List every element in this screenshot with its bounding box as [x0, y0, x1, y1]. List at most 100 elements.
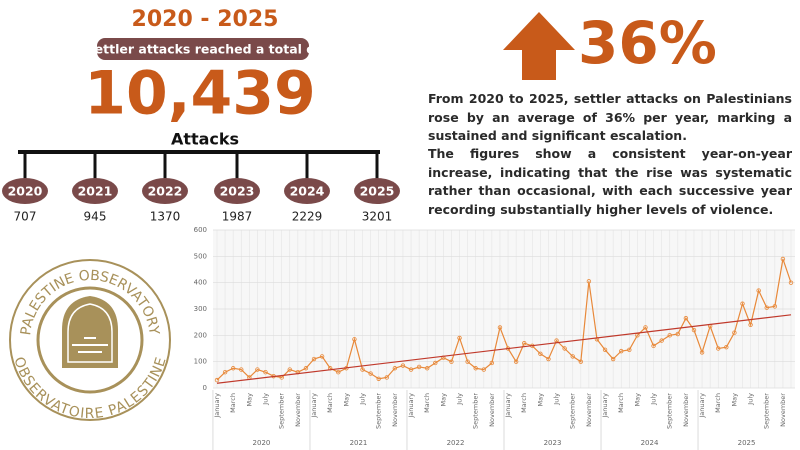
data-point [287, 367, 292, 372]
x-tick-label: May [342, 393, 350, 407]
x-tick-label: July [650, 393, 658, 406]
data-point [319, 354, 325, 359]
data-point [433, 360, 438, 366]
data-point [732, 330, 737, 335]
logo-script [72, 337, 108, 353]
data-point [311, 356, 317, 362]
x-tick-label: July [747, 393, 755, 406]
data-point [457, 335, 462, 341]
data-point [473, 366, 478, 371]
year-value: 2229 [292, 210, 323, 224]
up-arrow [503, 12, 575, 80]
group-label: 2025 [738, 439, 756, 447]
year-label: 2024 [290, 184, 325, 199]
y-tick-label: 500 [194, 252, 207, 260]
subtitle: Settler attacks reached a total of [86, 42, 321, 57]
x-tick-label: March [617, 393, 625, 413]
data-point [667, 333, 672, 338]
x-tick-label: November [391, 393, 399, 427]
x-tick-label: July [553, 393, 561, 406]
x-tick-label: September [569, 393, 577, 429]
data-point [214, 377, 220, 383]
x-tick-label: July [262, 393, 270, 406]
data-point [772, 304, 778, 309]
group-label: 2020 [253, 439, 271, 447]
data-point [691, 327, 697, 333]
data-point [255, 367, 260, 372]
data-point [239, 367, 244, 372]
group-label: 2021 [350, 439, 368, 447]
y-tick-label: 0 [203, 384, 207, 392]
data-point [416, 364, 422, 370]
data-point [360, 367, 365, 372]
x-tick-label: November [585, 393, 593, 427]
x-tick-label: May [730, 393, 738, 407]
x-tick-label: September [666, 393, 674, 429]
x-tick-label: May [439, 393, 447, 407]
x-tick-label: March [714, 393, 722, 413]
x-tick-label: November [294, 393, 302, 427]
year-label: 2021 [78, 184, 113, 199]
data-point [764, 305, 769, 310]
data-point [230, 366, 236, 371]
data-point [368, 371, 373, 376]
paragraph: The figures show a consistent year-on-ye… [428, 146, 792, 217]
data-point [400, 363, 406, 368]
trend-line [216, 314, 792, 384]
data-point [392, 366, 398, 371]
data-point [481, 367, 486, 372]
y-tick-label: 400 [194, 279, 207, 287]
data-point [303, 366, 309, 371]
group-label: 2024 [641, 439, 659, 447]
total: 10,439 [84, 59, 316, 129]
data-point [538, 351, 543, 356]
year-pill [214, 178, 260, 204]
year-pill [354, 178, 400, 204]
year-value: 1370 [150, 210, 181, 224]
data-point [627, 347, 632, 353]
year-label: 2020 [8, 184, 43, 199]
data-point [352, 337, 357, 342]
y-tick-label: 600 [194, 226, 207, 234]
data-point [683, 316, 689, 321]
data-point [449, 359, 454, 364]
x-tick-label: November [682, 393, 690, 427]
x-tick-label: January [698, 393, 706, 419]
x-tick-label: September [278, 393, 286, 429]
data-point [619, 348, 624, 354]
x-tick-label: May [633, 393, 641, 407]
x-tick-label: March [229, 393, 237, 413]
data-point [780, 256, 786, 262]
year-pill [284, 178, 330, 204]
data-point [562, 346, 567, 351]
x-tick-label: March [423, 393, 431, 413]
data-point [610, 356, 616, 362]
data-point [376, 376, 381, 381]
logo-dome-line [67, 303, 113, 363]
data-point [424, 366, 430, 371]
y-tick-label: 100 [194, 358, 207, 366]
data-point [586, 279, 592, 284]
subtitle-pill [97, 38, 309, 60]
logo-dome [62, 296, 118, 368]
data-point [513, 359, 519, 364]
data-point [659, 338, 664, 343]
group-label: 2023 [544, 439, 562, 447]
y-tick-label: 200 [194, 331, 207, 339]
data-point [756, 288, 761, 293]
x-tick-label: January [504, 393, 512, 419]
logo: PALESTINE OBSERVATORY OBSERVATOIRE PALES… [9, 259, 171, 422]
x-tick-label: January [601, 393, 609, 419]
x-tick-label: March [520, 393, 528, 413]
data-point [546, 356, 551, 362]
data-point [724, 344, 729, 350]
logo-inner [36, 286, 144, 394]
data-point [222, 370, 228, 375]
data-point [699, 350, 705, 355]
data-point [384, 375, 389, 380]
x-tick-label: September [375, 393, 383, 429]
year-label: 2023 [220, 184, 255, 199]
year-value: 707 [14, 210, 37, 224]
